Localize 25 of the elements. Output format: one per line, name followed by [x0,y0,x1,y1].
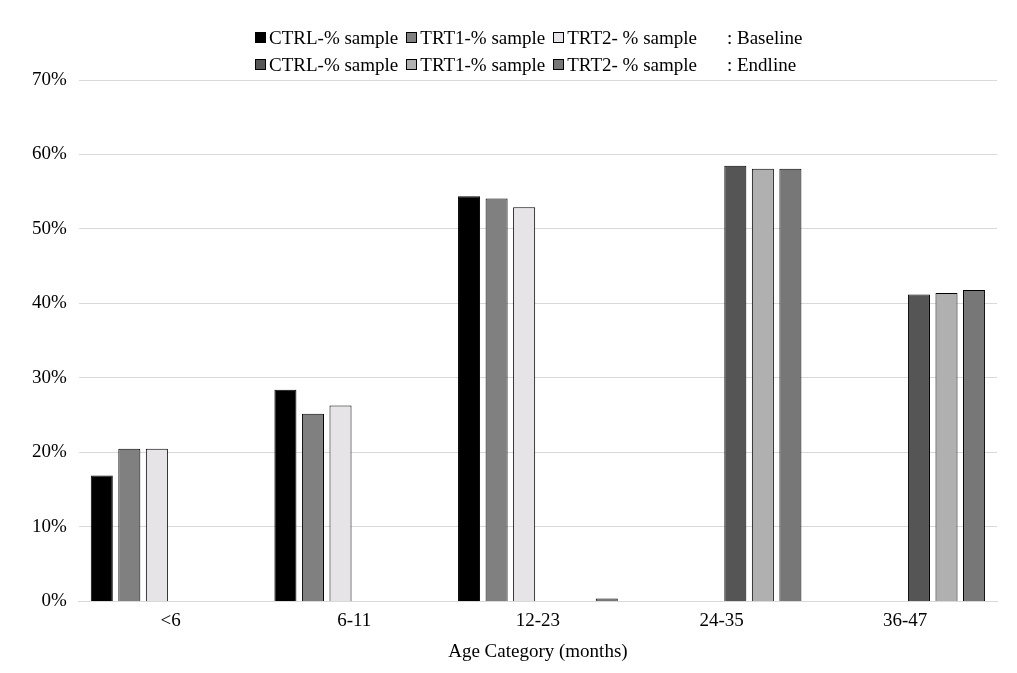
y-tick-label: 60% [32,142,67,164]
y-tick-label: 0% [41,589,67,611]
bar [90,475,113,601]
x-tick-label: 12-23 [515,608,561,630]
y-tick-label: 40% [32,291,67,313]
x-axis-title: Age Category (months) [448,639,628,662]
legend-label: TRT2- % sample [567,26,697,50]
bar [274,389,297,601]
bar [458,196,481,601]
x-tick-label: 24-35 [699,608,744,630]
legend-label: CTRL-% sample [269,53,399,77]
y-tick-label: 50% [32,216,67,238]
x-tick-label: <6 [160,608,181,630]
x-tick-label: 6-11 [337,608,372,630]
text: : Baseline [726,26,803,50]
x-tick-label: 36-47 [883,608,928,630]
legend-label: TRT1-% sample [420,26,546,50]
y-tick-label: 30% [32,365,67,387]
y-tick-label: 70% [32,67,67,89]
y-tick-label: 20% [32,440,67,462]
legend-label: TRT2- % sample [567,53,697,77]
text: : Endline [726,53,797,77]
legend-label: TRT1-% sample [420,53,546,77]
legend-label: CTRL-% sample [269,26,399,50]
y-tick-label: 10% [32,514,67,536]
